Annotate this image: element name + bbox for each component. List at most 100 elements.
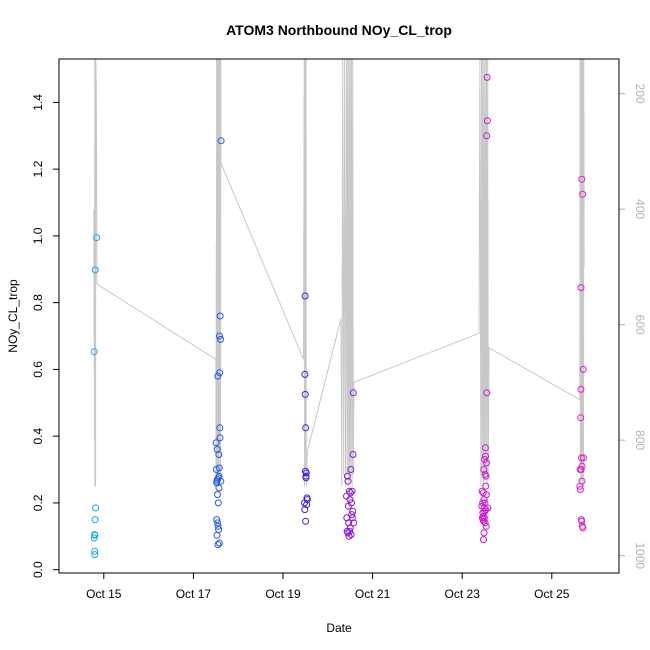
x-tick-label: Oct 23 (445, 587, 481, 601)
y2-tick-label: 600 (633, 315, 647, 335)
data-point (578, 477, 586, 485)
data-point (577, 284, 585, 292)
data-point (347, 489, 354, 497)
data-point (217, 137, 225, 145)
data-point (213, 516, 221, 524)
data-point (302, 424, 310, 432)
y-tick-label: 0.8 (31, 294, 45, 311)
data-point (347, 531, 355, 539)
data-point (579, 524, 587, 532)
data-point (301, 390, 309, 398)
points-layer (90, 73, 587, 559)
data-point (215, 539, 223, 547)
y-tick-label: 1.2 (31, 160, 45, 177)
data-point (483, 132, 491, 140)
data-point (478, 487, 486, 495)
data-point (578, 517, 586, 525)
data-point (215, 484, 223, 492)
y-tick-label: 0.6 (31, 361, 45, 378)
data-point (579, 365, 587, 373)
data-point (214, 541, 222, 549)
x-tick-label: Oct 15 (86, 587, 122, 601)
data-point (302, 469, 310, 477)
data-point (91, 551, 99, 559)
x-tick-label: Oct 19 (265, 587, 301, 601)
data-point (479, 499, 487, 507)
data-point (349, 507, 357, 515)
data-point (216, 434, 224, 442)
data-point (91, 547, 99, 555)
data-point (215, 526, 223, 534)
data-point (578, 175, 586, 183)
data-point (578, 454, 585, 462)
y-tick-label: 0.0 (31, 561, 45, 578)
data-point (301, 292, 309, 300)
data-point (482, 472, 490, 480)
data-point (213, 476, 221, 483)
data-point (480, 514, 488, 522)
data-point (216, 369, 224, 377)
data-point (577, 466, 585, 473)
data-point (484, 504, 492, 512)
data-point (214, 372, 222, 380)
data-point (214, 522, 222, 530)
data-point (346, 496, 354, 504)
y-tick-label: 0.2 (31, 494, 45, 511)
data-point (92, 504, 100, 512)
data-point (348, 511, 356, 519)
data-point (576, 486, 584, 494)
data-point (303, 496, 311, 504)
data-point (578, 462, 586, 470)
data-point (348, 487, 356, 495)
data-point (482, 491, 490, 499)
y-tick-label: 1.0 (31, 227, 45, 244)
data-point (577, 414, 585, 422)
data-point (346, 524, 354, 532)
data-point (215, 451, 223, 458)
data-point (346, 527, 354, 535)
data-point (480, 529, 488, 537)
y2-tick-label: 200 (633, 84, 647, 104)
data-point (344, 477, 352, 485)
y2-tick-label: 800 (633, 430, 647, 450)
data-point (215, 472, 223, 480)
data-point (216, 312, 224, 320)
data-point (479, 512, 487, 520)
data-point (483, 73, 491, 81)
x-tick-label: Oct 25 (534, 587, 570, 601)
data-point (345, 519, 353, 527)
data-point (216, 332, 223, 340)
data-point (580, 454, 587, 462)
data-point (214, 499, 222, 507)
data-point (91, 516, 99, 524)
x-tick-label: Oct 21 (355, 587, 391, 601)
data-point (214, 519, 222, 527)
data-point (577, 385, 585, 393)
data-point (348, 514, 356, 522)
data-point (579, 190, 587, 198)
data-point (91, 531, 99, 539)
chart-title: ATOM3 Northbound NOy_CL_trop (226, 22, 452, 38)
data-point (302, 474, 310, 482)
data-point (483, 389, 491, 397)
data-point (482, 506, 490, 514)
data-point (481, 456, 489, 463)
data-point (213, 446, 221, 453)
data-point (482, 482, 490, 490)
data-point (343, 472, 351, 480)
y2-tick-label: 400 (633, 199, 647, 219)
data-point (90, 534, 98, 542)
data-point (215, 464, 223, 472)
x-axis-label: Date (326, 621, 352, 635)
data-point (480, 504, 488, 512)
data-point (345, 532, 353, 540)
pressure-line (93, 59, 585, 487)
data-point (345, 487, 353, 495)
data-point (481, 519, 489, 527)
data-point (217, 477, 225, 485)
data-point (483, 459, 490, 467)
data-point (93, 234, 101, 242)
data-point (481, 444, 489, 452)
data-point (349, 451, 357, 458)
